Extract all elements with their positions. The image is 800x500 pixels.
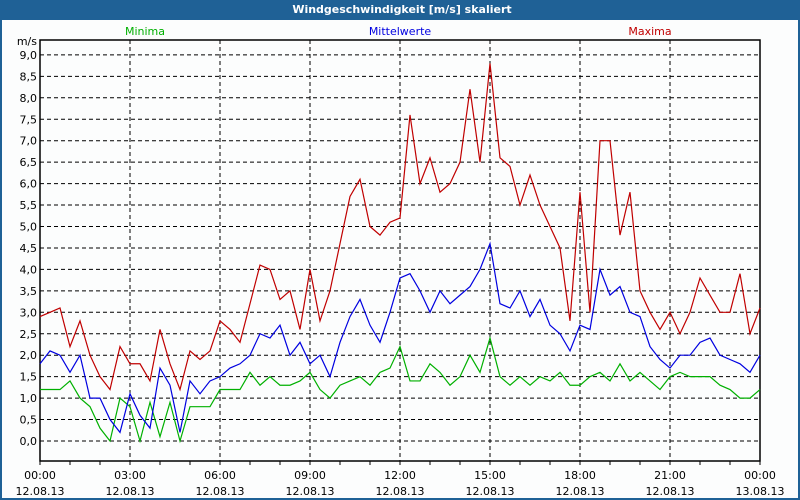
y-tick-label: 9,0	[20, 49, 38, 62]
x-tick-time: 00:00	[744, 469, 776, 482]
y-tick-label: 1,5	[20, 371, 38, 384]
y-tick-label: 0,5	[20, 414, 38, 427]
legend-maxima: Maxima	[628, 25, 671, 38]
x-tick-date: 12.08.13	[286, 485, 335, 498]
y-tick-label: 0,0	[20, 435, 38, 448]
y-tick-label: 4,0	[20, 263, 38, 276]
y-tick-label: 6,0	[20, 178, 38, 191]
y-tick-label: 4,5	[20, 242, 38, 255]
x-tick-date: 12.08.13	[466, 485, 515, 498]
y-axis-unit: m/s	[17, 35, 37, 48]
x-tick-time: 12:00	[384, 469, 416, 482]
x-tick-date: 13.08.13	[736, 485, 785, 498]
series-line-min	[40, 335, 761, 444]
x-tick-date: 12.08.13	[376, 485, 425, 498]
series-line-max	[39, 63, 761, 392]
y-tick-label: 6,5	[20, 156, 38, 169]
plot-frame	[39, 39, 761, 462]
x-tick-time: 15:00	[474, 469, 506, 482]
y-tick-label: 1,0	[20, 392, 38, 405]
window-title: Windgeschwindigkeit [m/s] skaliert	[2, 0, 800, 20]
y-tick-label: 2,5	[20, 328, 38, 341]
y-tick-label: 7,5	[20, 113, 38, 126]
x-tick-date: 12.08.13	[196, 485, 245, 498]
axes: 0,0 0,5 1,0 1,5 2,0 2,5 3,0 3,5 4,0 4,5 5,0 5,5 6,0 6…	[16, 39, 785, 498]
x-tick-date: 12.08.13	[106, 485, 155, 498]
legend-minima: Minima	[125, 25, 165, 38]
y-tick-label: 5,5	[20, 199, 38, 212]
x-tick-date: 12.08.13	[646, 485, 695, 498]
x-tick-date: 12.08.13	[556, 485, 605, 498]
series-lines	[39, 63, 761, 444]
y-tick-label: 8,5	[20, 70, 38, 83]
x-tick-time: 06:00	[204, 469, 236, 482]
y-tick-label: 3,0	[20, 306, 38, 319]
series-line-mean	[39, 241, 761, 434]
x-tick-time: 00:00	[24, 469, 56, 482]
y-tick-label: 8,0	[20, 92, 38, 105]
x-tick-time: 03:00	[114, 469, 146, 482]
y-tick-label: 5,0	[20, 221, 38, 234]
legend-mittelwerte: Mittelwerte	[369, 25, 432, 38]
x-tick-time: 18:00	[564, 469, 596, 482]
y-tick-label: 3,5	[20, 285, 38, 298]
y-tick-label: 7,0	[20, 135, 38, 148]
x-tick-time: 21:00	[654, 469, 686, 482]
y-tick-label: 2,0	[20, 349, 38, 362]
x-tick-date: 12.08.13	[16, 485, 65, 498]
x-tick-time: 09:00	[294, 469, 326, 482]
grid	[40, 40, 760, 461]
